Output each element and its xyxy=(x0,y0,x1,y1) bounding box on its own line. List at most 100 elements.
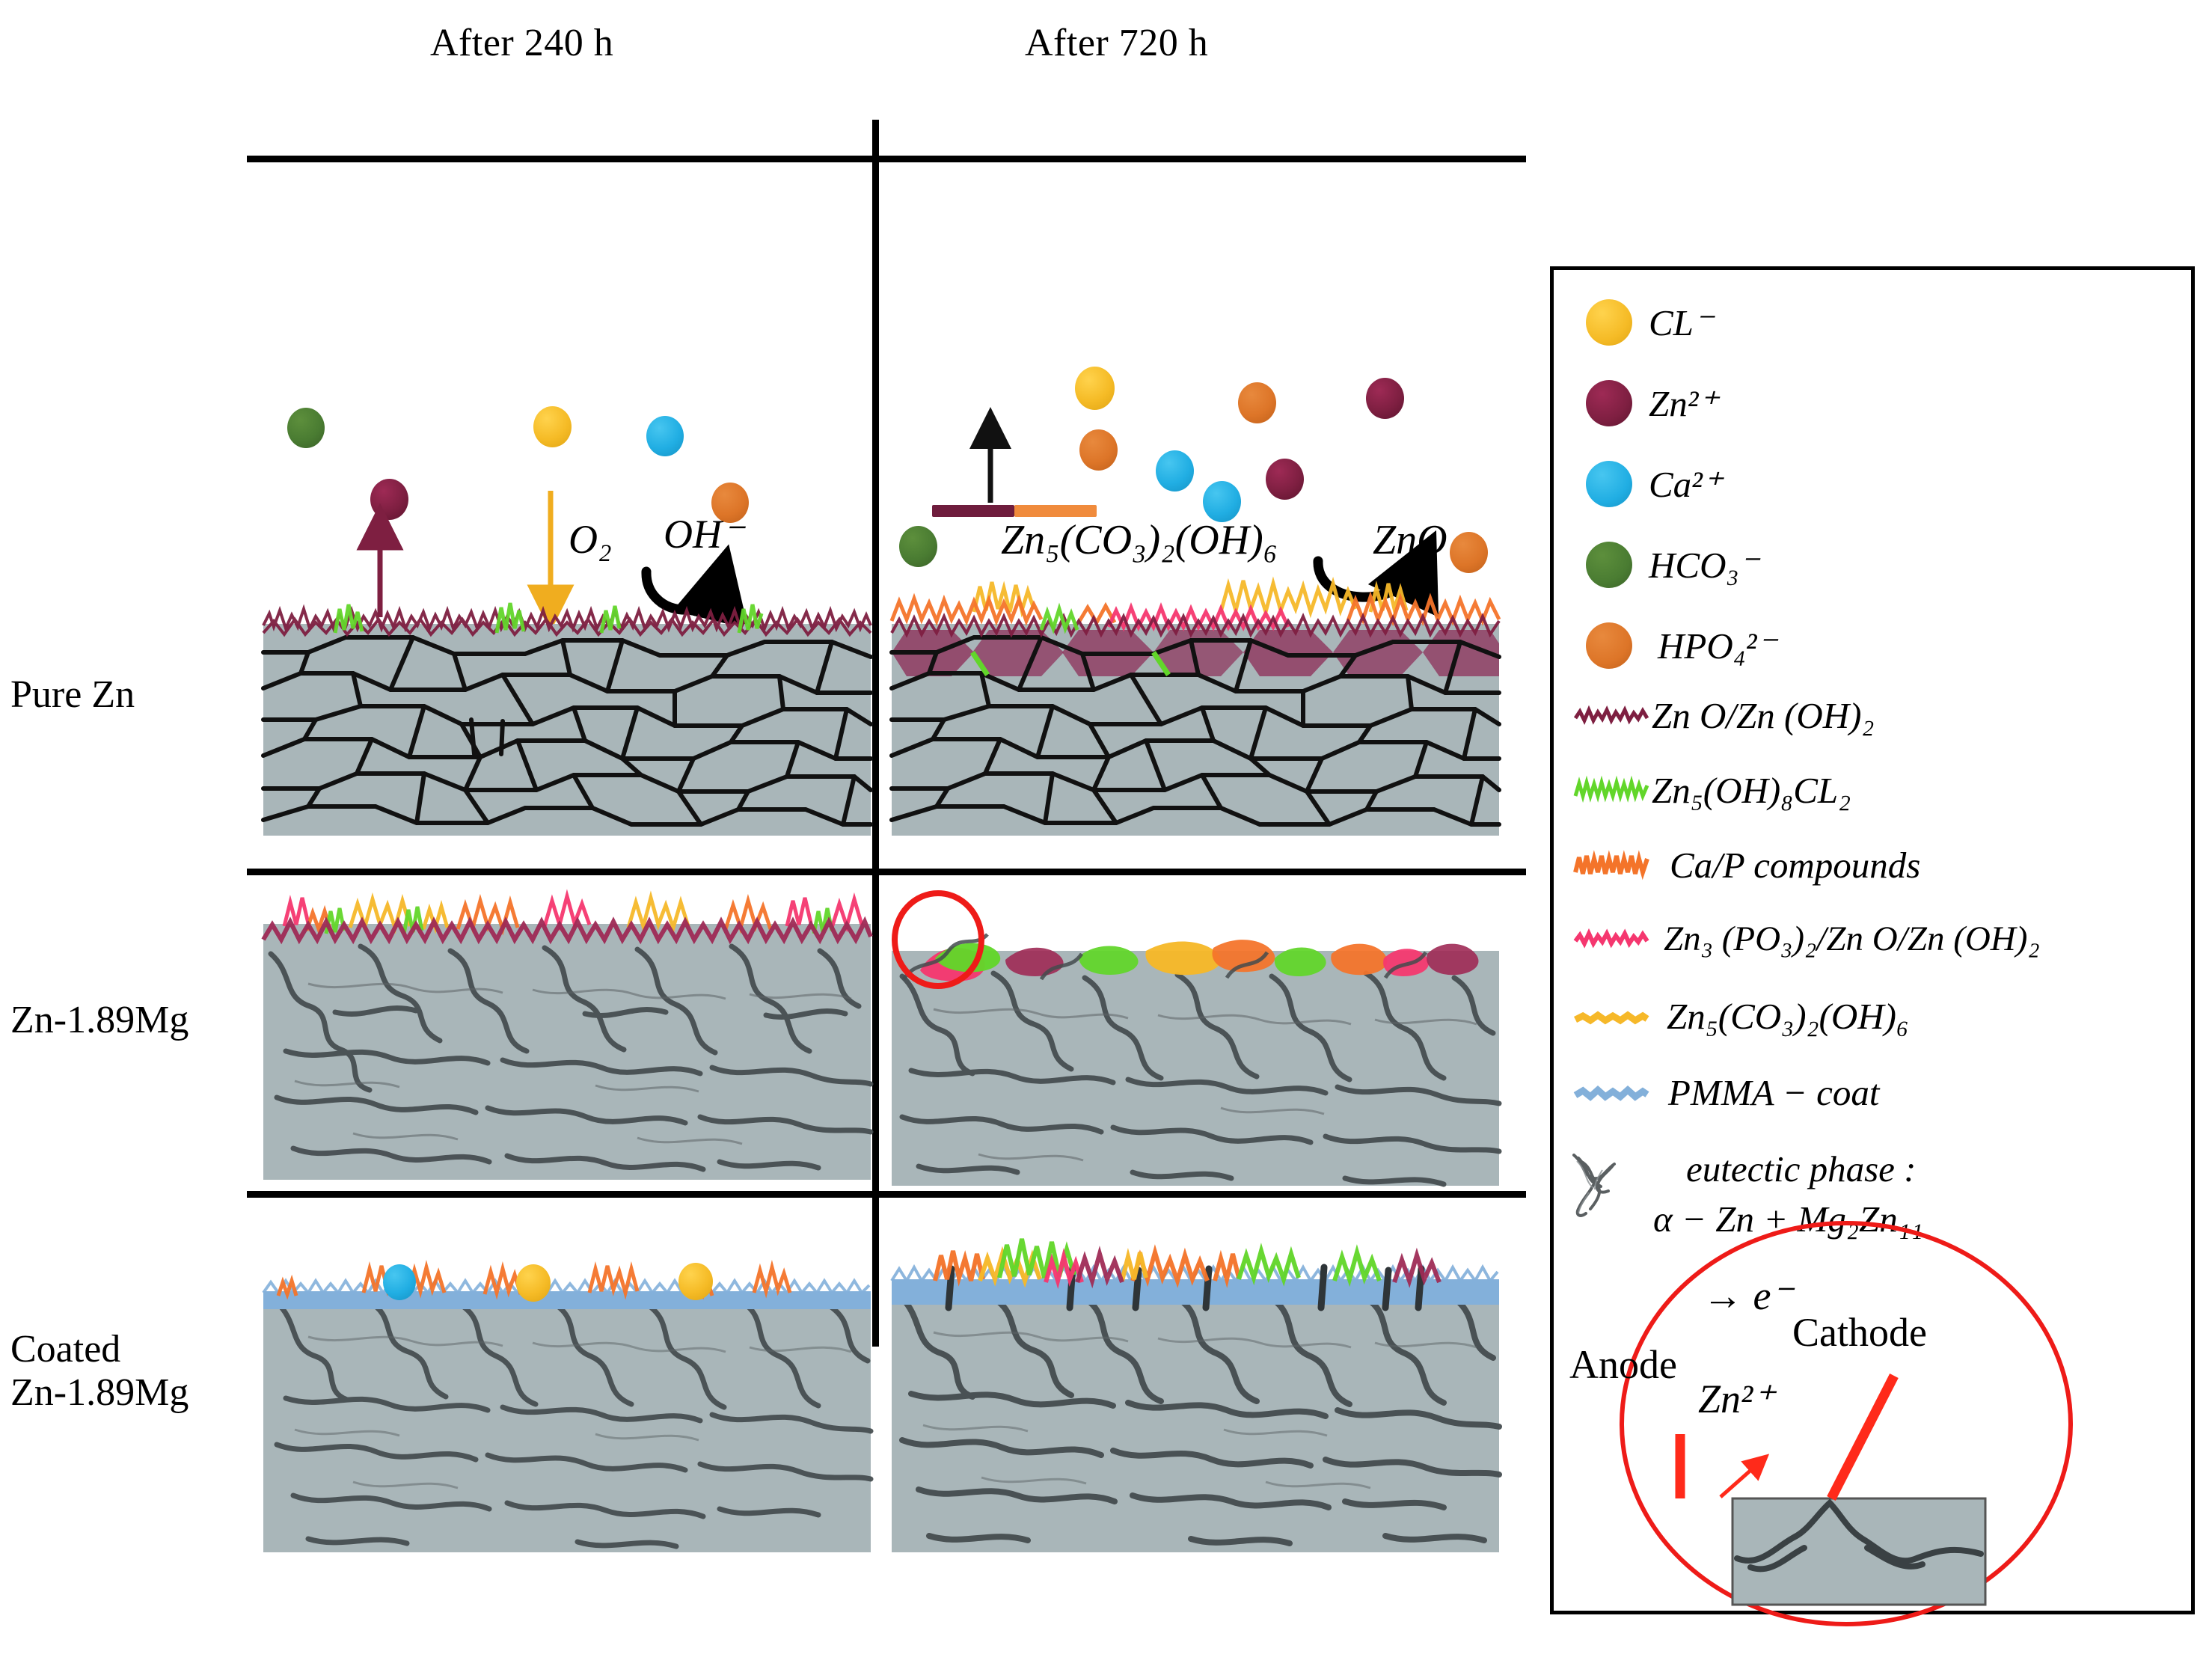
inset-circle-outline xyxy=(1620,1221,2073,1626)
hydroxychloride-swatch-icon xyxy=(1573,775,1649,803)
legend-label-cap: Ca/P compounds xyxy=(1670,845,1921,886)
inset-label-zinc-ion: Zn²⁺ xyxy=(1698,1377,1774,1421)
ion-cl xyxy=(1075,367,1115,410)
ion-hpo4 xyxy=(1450,532,1488,573)
legend-label-hydroxychloride: Zn₅(OH)₈CL₂ xyxy=(1652,770,1851,811)
grid-rule-vertical xyxy=(872,120,879,1347)
legend-item-zinc: Zn²⁺ xyxy=(1586,380,1718,426)
legend-item-zno: Zn O/Zn (OH)₂ xyxy=(1573,694,1875,737)
legend-item-eutectic: eutectic phase : α − Zn + Mg₂Zn₁₁ xyxy=(1568,1148,1923,1240)
cap-swatch-icon xyxy=(1573,849,1649,880)
ion-ca xyxy=(1156,450,1194,492)
legend-item-calcium: Ca²⁺ xyxy=(1586,461,1722,507)
label-hydrozincite: Zn₅(CO₃)₂(OH)₆ xyxy=(1001,517,1278,563)
legend-item-bicarbonate: HCO₃⁻ xyxy=(1586,542,1758,588)
zno-curve-arrow-icon xyxy=(1313,530,1439,618)
row-label-coated-line1: Coated xyxy=(10,1328,121,1371)
chloride-ion-icon xyxy=(1586,299,1632,346)
pmma-coat-layer-240h xyxy=(262,1278,871,1309)
legend-item-chloride: CL⁻ xyxy=(1586,299,1713,346)
ion-hpo4 xyxy=(711,483,749,523)
zn-release-arrow-icon xyxy=(356,503,404,617)
column-header-720h: After 720 h xyxy=(1025,22,1209,64)
row-label-coated-line2: Zn-1.89Mg xyxy=(10,1371,189,1415)
ion-cl xyxy=(533,406,572,447)
label-o2: O₂ xyxy=(569,517,612,562)
row-label-zn-mg: Zn-1.89Mg xyxy=(10,999,189,1041)
legend-item-pmma: PMMA − coat xyxy=(1573,1071,1880,1114)
legend-label-bicarbonate: HCO₃⁻ xyxy=(1649,544,1759,586)
legend-label-zno: Zn O/Zn (OH)₂ xyxy=(1652,695,1875,736)
legend-item-cap: Ca/P compounds xyxy=(1573,844,1921,887)
pure-zn-corrosion-layer-240h xyxy=(262,602,872,637)
pure-zn-substrate-720h xyxy=(889,624,1501,836)
bicarbonate-ion-icon xyxy=(1586,542,1632,588)
row-label-coated: Coated Zn-1.89Mg xyxy=(10,1328,189,1415)
zn-mg-substrate-720h xyxy=(892,951,1502,1187)
row-label-pure-zn: Pure Zn xyxy=(10,673,135,716)
calcium-ion-icon xyxy=(1586,461,1632,507)
coated-substrate-720h xyxy=(892,1295,1502,1552)
grid-rule-middle-1 xyxy=(247,869,1526,875)
legend-label-eutectic-line2: α − Zn + Mg₂Zn₁₁ xyxy=(1653,1198,1923,1240)
ion-hco3 xyxy=(899,526,937,567)
pmma-coat-layer-720h xyxy=(890,1264,1499,1311)
cathode-pointer-line xyxy=(1827,1374,1899,1501)
hydrozincite-swatch-icon xyxy=(1573,1011,1649,1024)
column-header-240h: After 240 h xyxy=(430,22,614,64)
phosphite-swatch-icon xyxy=(1573,928,1649,949)
coated-substrate-240h xyxy=(263,1298,874,1552)
legend-item-phosphate: HPO₄²⁻ xyxy=(1586,622,1776,669)
pure-zn-corrosion-layer-720h xyxy=(889,576,1501,638)
ion-ca xyxy=(383,1264,416,1300)
legend-label-hydrozincite: Zn₅(CO₃)₂(OH)₆ xyxy=(1667,996,1910,1037)
legend-label-calcium: Ca²⁺ xyxy=(1649,463,1722,505)
legend-item-phosphite: Zn₃ (PO₃)₂/Zn O/Zn (OH)₂ xyxy=(1573,919,2040,959)
inset-label-electron: → e⁻ xyxy=(1703,1273,1792,1318)
defect-marker-circle xyxy=(892,890,984,989)
layer-bar-cap xyxy=(1014,505,1097,517)
legend-label-phosphate: HPO₄²⁻ xyxy=(1658,625,1777,667)
phosphate-ion-icon xyxy=(1586,622,1632,669)
layer-growth-arrow-icon xyxy=(969,407,1011,503)
pmma-swatch-icon xyxy=(1573,1085,1649,1101)
ion-zn xyxy=(1266,459,1304,500)
coated-deposits-240h xyxy=(276,1260,792,1300)
hydroxide-curve-arrow-icon xyxy=(641,544,749,629)
layer-bar-zno xyxy=(932,505,1014,517)
label-oh: OH⁻ xyxy=(664,512,744,557)
legend-label-chloride: CL⁻ xyxy=(1649,301,1713,343)
ion-ca xyxy=(646,416,684,456)
legend-item-hydrozincite: Zn₅(CO₃)₂(OH)₆ xyxy=(1573,995,1910,1038)
legend-label-pmma: PMMA − coat xyxy=(1668,1072,1880,1113)
zn-mg-substrate-240h xyxy=(263,924,874,1180)
ion-zn xyxy=(370,479,408,520)
grid-rule-middle-2 xyxy=(247,1191,1526,1198)
ion-hpo4 xyxy=(1238,382,1276,423)
ion-cl xyxy=(678,1263,713,1300)
ion-hpo4 xyxy=(1079,429,1118,471)
legend-item-hydroxychloride: Zn₅(OH)₈CL₂ xyxy=(1573,769,1851,812)
legend-label-zinc: Zn²⁺ xyxy=(1649,382,1718,424)
grid-rule-top xyxy=(247,156,1526,162)
legend-label-phosphite: Zn₃ (PO₃)₂/Zn O/Zn (OH)₂ xyxy=(1664,919,2040,958)
coated-deposits-720h xyxy=(933,1238,1442,1290)
inset-label-cathode: Cathode xyxy=(1792,1310,1927,1355)
legend-box xyxy=(1550,266,2195,1614)
inset-eutectic-network xyxy=(1734,1498,1984,1573)
pure-zn-substrate-240h xyxy=(261,624,873,836)
zinc-ion-icon xyxy=(1586,380,1632,426)
ion-ca xyxy=(1203,481,1241,522)
inset-label-anode: Anode xyxy=(1569,1342,1677,1387)
ion-zn xyxy=(1366,378,1404,419)
zinc-migration-arrow-icon xyxy=(1719,1454,1770,1498)
ion-cl xyxy=(516,1264,551,1302)
eutectic-phase-icon xyxy=(1572,1154,1616,1217)
ion-hco3 xyxy=(287,408,325,448)
zno-swatch-icon xyxy=(1573,705,1649,725)
legend-eutectic-text: eutectic phase : α − Zn + Mg₂Zn₁₁ xyxy=(1653,1148,1923,1240)
oxygen-arrow-icon xyxy=(527,491,575,632)
galvanic-couple-inset xyxy=(1620,1221,2073,1626)
zn-mg-corrosion-layer-240h xyxy=(261,889,873,945)
legend-label-eutectic-line1: eutectic phase : xyxy=(1686,1148,1917,1189)
